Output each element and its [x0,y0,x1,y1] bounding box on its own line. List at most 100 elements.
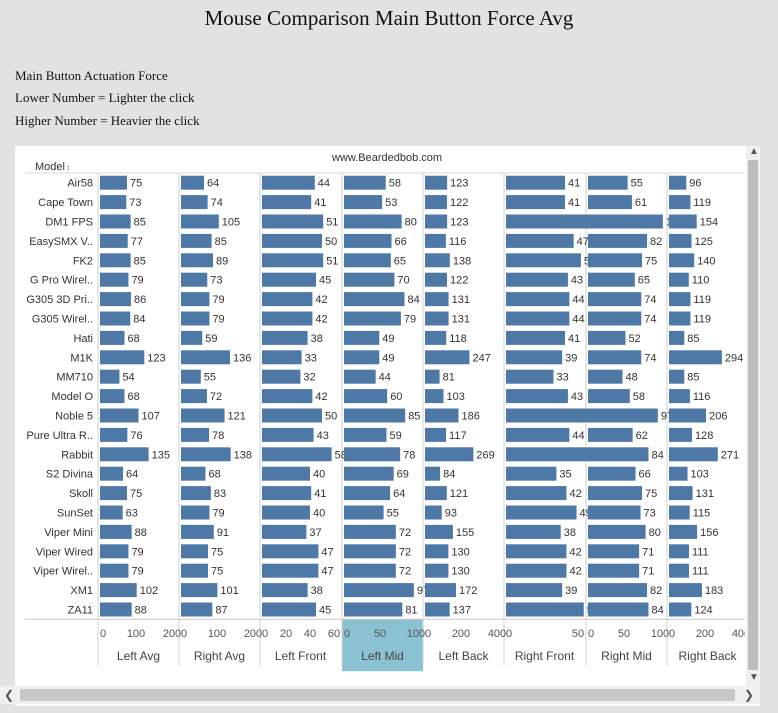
bar-value-label: 123 [450,217,468,229]
bar [669,195,691,210]
bar-value-label: 44 [379,372,391,384]
bar-value-label: 72 [399,566,411,578]
bar-value-label: 47 [321,566,333,578]
bar-value-label: 84 [651,449,663,461]
bar-value-label: 119 [693,294,711,306]
scroll-left-icon[interactable]: ❮ [4,688,15,702]
chart-title: www.Beardedbob.com [331,152,442,164]
vertical-scrollbar[interactable]: ▲ ▼ [746,146,760,686]
bar-value-label: 154 [700,217,718,229]
bar-value-label: 116 [693,391,711,403]
bar-value-label: 71 [642,566,654,578]
bar [425,466,441,481]
bar [262,389,313,404]
bar [100,175,127,190]
bar [262,253,324,268]
bar [506,292,570,307]
bar [588,253,642,268]
highlight-header-bg [342,619,423,672]
bar-value-label: 50 [325,236,337,248]
bar-value-label: 38 [564,527,576,539]
axis-tick-label: 40 [304,628,316,640]
bar [181,389,207,404]
scroll-down-icon[interactable]: ▼ [749,672,759,683]
bar [425,292,449,307]
horizontal-scrollbar[interactable]: ❮ ❯ [0,686,760,704]
bar-value-label: 183 [705,585,723,597]
axis-tick-label: 200 [452,628,470,640]
bar [669,563,689,578]
scroll-up-icon[interactable]: ▲ [749,146,759,157]
bar-value-label: 42 [315,294,327,306]
bar [588,408,658,423]
bar [669,447,718,462]
bar-value-label: 44 [572,294,584,306]
bar [425,330,447,345]
axis-tick-label: 0 [100,628,106,640]
bar [181,330,203,345]
bar [262,330,308,345]
bar-value-label: 118 [449,333,467,345]
bar-value-label: 75 [645,255,657,267]
bar-value-label: 79 [212,508,224,520]
bar-value-label: 88 [135,527,147,539]
bar-value-label: 103 [447,391,465,403]
bar-value-label: 172 [459,585,477,597]
bar [588,486,642,501]
bar-value-label: 51 [326,217,338,229]
bar-value-label: 85 [134,255,146,267]
bar [181,505,210,520]
bar-value-label: 52 [628,333,640,345]
bar [506,233,574,248]
bar [100,447,149,462]
bar [669,602,692,617]
bar [262,544,319,559]
row-label: Hati [73,333,93,345]
bar-value-label: 102 [140,585,158,597]
bar [425,369,440,384]
axis-tick-label: 100 [651,628,669,640]
bar [181,427,210,442]
bar-value-label: 64 [207,178,219,190]
bar [100,602,132,617]
bar [506,214,590,229]
chart-svg: www.Beardedbob.com Model ↕ Air58 Cape Town DM… [25,152,745,672]
bar [262,447,332,462]
bar-value-label: 40 [313,469,325,481]
bar [344,486,391,501]
bar [181,311,210,326]
bar-value-label: 39 [565,352,577,364]
bar [100,272,129,287]
bar [100,505,123,520]
bar-value-label: 82 [650,585,662,597]
bar-value-label: 91 [217,527,229,539]
bar [669,369,685,384]
bar-value-label: 49 [382,352,394,364]
scroll-right-icon[interactable]: ❯ [744,688,755,702]
bar-value-label: 84 [407,294,419,306]
bar [588,214,663,229]
vertical-scroll-thumb[interactable] [748,160,758,670]
bar-value-label: 122 [450,275,468,287]
row-label: G305 Wirel.. [32,314,93,326]
bar [506,311,570,326]
bar [425,505,442,520]
axis-tick-label: 50 [374,628,386,640]
bar-value-label: 43 [571,275,583,287]
row-label: EasySMX V.. [29,236,93,248]
bar [425,233,446,248]
bar-value-label: 110 [692,275,710,287]
bar [344,369,376,384]
bar-value-label: 85 [687,372,699,384]
bar-value-label: 74 [211,197,223,209]
bar [100,427,128,442]
bar-value-label: 83 [214,488,226,500]
bar-value-label: 78 [212,430,224,442]
bar-value-label: 131 [696,488,714,500]
row-label: Viper Mini [44,527,93,539]
bar-value-label: 45 [319,275,331,287]
bar-value-label: 38 [311,333,323,345]
horizontal-scroll-thumb[interactable] [20,689,735,701]
row-label: DM1 FPS [45,217,93,229]
bar-value-label: 44 [572,430,584,442]
